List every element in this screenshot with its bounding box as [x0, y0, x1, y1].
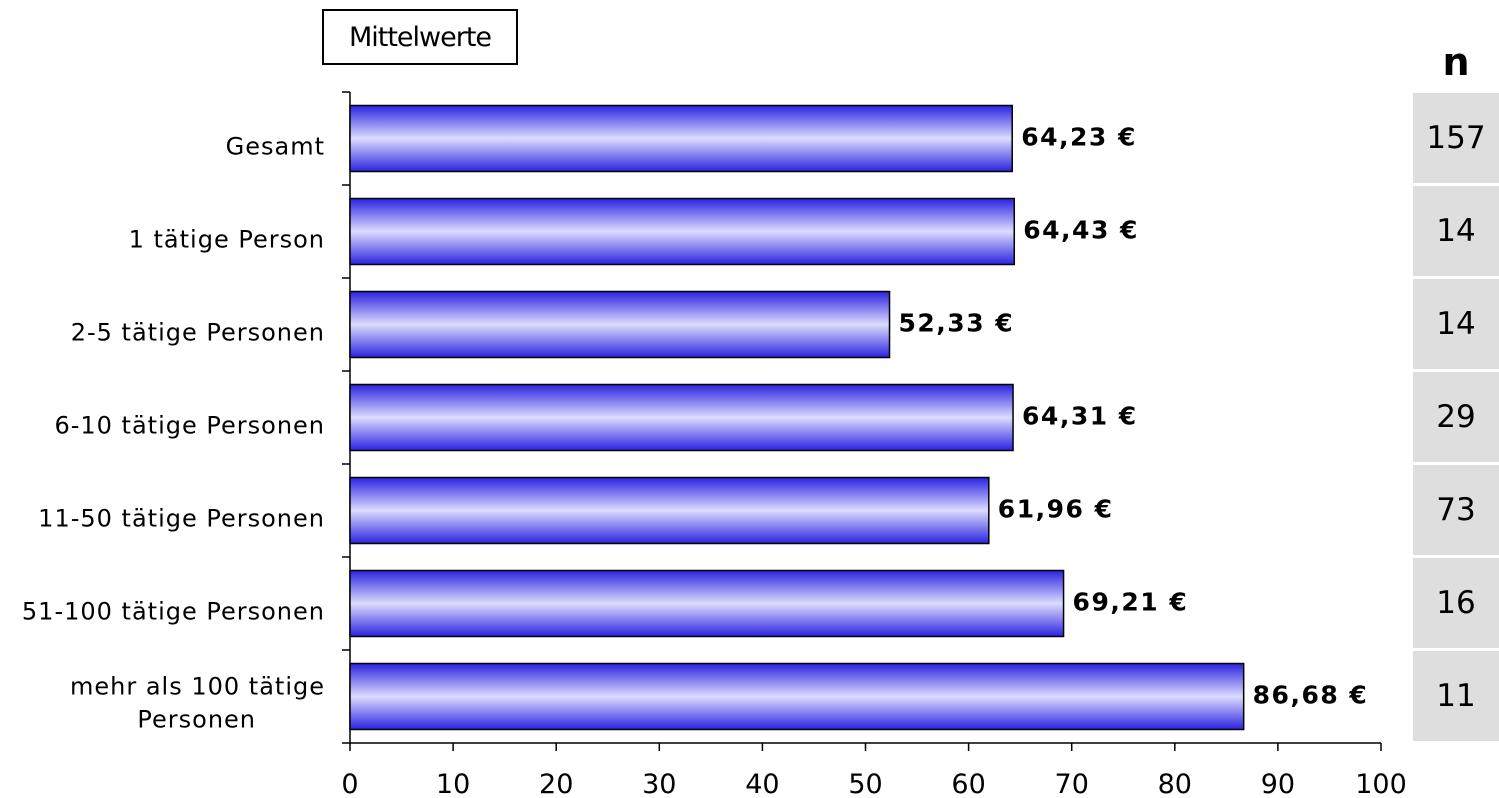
category-label: 6-10 tätige Personen: [54, 412, 325, 440]
x-tick-label: 40: [745, 769, 779, 798]
category-label: Personen: [137, 706, 256, 734]
n-column-header: n: [1442, 40, 1470, 84]
bar: [349, 383, 1014, 452]
category-label: Gesamt: [226, 133, 325, 161]
category-label: 51-100 tätige Personen: [22, 598, 325, 626]
bar: [349, 104, 1013, 173]
bar: [349, 662, 1245, 731]
bar: [349, 290, 891, 359]
x-tick-label: 50: [848, 769, 882, 798]
category-label: 11-50 tätige Personen: [38, 505, 325, 533]
n-cell: 16: [1413, 558, 1499, 648]
bar: [349, 569, 1065, 638]
n-cell: 14: [1413, 186, 1499, 276]
x-tick-label: 80: [1158, 769, 1192, 798]
bar: [349, 476, 990, 545]
n-cell: 14: [1413, 279, 1499, 369]
n-cell: 73: [1413, 465, 1499, 555]
n-cell: 29: [1413, 372, 1499, 462]
legend-box: Mittelwerte: [322, 9, 518, 65]
bar-value-label: 69,21 €: [1073, 588, 1189, 617]
n-cell: 157: [1413, 93, 1499, 183]
bar-value-label: 64,43 €: [1023, 216, 1139, 245]
x-tick-label: 0: [341, 769, 358, 798]
x-tick-label: 20: [539, 769, 573, 798]
x-tick-label: 30: [642, 769, 676, 798]
legend-label: Mittelwerte: [348, 21, 492, 53]
bar-value-label: 86,68 €: [1253, 681, 1369, 710]
bar-value-label: 64,31 €: [1022, 402, 1138, 431]
x-tick-label: 60: [951, 769, 985, 798]
category-label: mehr als 100 tätige: [70, 673, 325, 701]
x-tick-label: 100: [1355, 769, 1407, 798]
x-tick-label: 10: [436, 769, 470, 798]
x-tick-label: 70: [1055, 769, 1089, 798]
category-label: 1 tätige Person: [129, 226, 325, 254]
bar-value-label: 52,33 €: [899, 309, 1015, 338]
bar-value-label: 61,96 €: [998, 495, 1114, 524]
n-cell: 11: [1413, 651, 1499, 741]
category-label: 2-5 tätige Personen: [71, 319, 325, 347]
bar: [349, 197, 1016, 266]
bar-value-label: 64,23 €: [1021, 123, 1137, 152]
x-tick-label: 90: [1261, 769, 1295, 798]
